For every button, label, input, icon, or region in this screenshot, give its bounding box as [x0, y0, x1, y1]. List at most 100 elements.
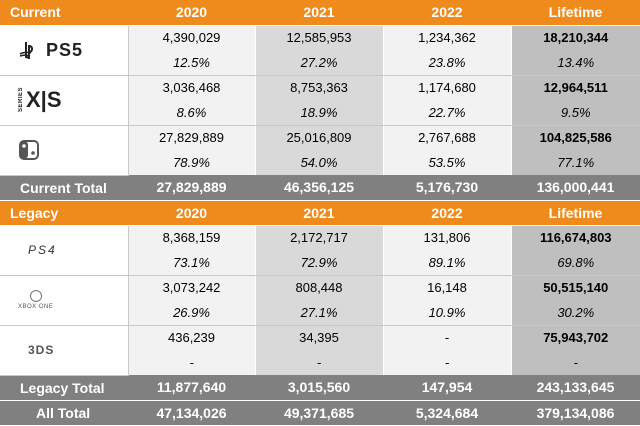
- 3ds-2022: -: [383, 325, 512, 350]
- 3ds-2021-pct: -: [255, 350, 384, 375]
- xbox-one-lifetime-pct: 30.2%: [511, 300, 640, 326]
- legacy-header-row: Legacy 2020 2021 2022 Lifetime: [0, 200, 640, 226]
- xbox-one-logo-text: XBOX ONE: [18, 304, 54, 310]
- xbox-one-2021-pct: 27.1%: [255, 300, 384, 326]
- all-total-label: All Total: [0, 400, 128, 426]
- legacy-header-2022: 2022: [383, 200, 511, 226]
- legacy-header-label: Legacy: [0, 200, 128, 226]
- current-total-lifetime: 136,000,441: [511, 175, 640, 201]
- xbox-one-2021: 808,448: [255, 275, 384, 300]
- ps5-2022: 1,234,362: [383, 25, 512, 50]
- switch-percent-row: 78.9% 54.0% 53.5% 77.1%: [0, 150, 640, 175]
- ps4-2020: 8,368,159: [128, 225, 256, 250]
- switch-logo-cell: [0, 125, 129, 176]
- switch-values-row: 27,829,889 25,016,809 2,767,688 104,825,…: [0, 125, 640, 176]
- ps4-2021: 2,172,717: [255, 225, 384, 250]
- ps5-values-row: PS5 4,390,029 12,585,953 1,234,362 18,21…: [0, 25, 640, 76]
- ps5-2022-pct: 23.8%: [383, 50, 512, 76]
- ps5-logo-text: PS5: [46, 39, 84, 60]
- all-total-lifetime: 379,134,086: [511, 400, 640, 426]
- switch-2022: 2,767,688: [383, 125, 512, 150]
- xbox-series-sub-label: SERIES: [18, 87, 24, 113]
- switch-2021-pct: 54.0%: [255, 150, 384, 175]
- xbox-series-2022: 1,174,680: [383, 75, 512, 100]
- ps4-lifetime: 116,674,803: [511, 225, 640, 250]
- xbox-sphere-icon: [29, 290, 42, 302]
- legacy-total-label: Legacy Total: [0, 375, 128, 401]
- ps5-lifetime-pct: 13.4%: [511, 50, 640, 76]
- xbox-one-logo-icon: XBOX ONE: [18, 290, 53, 310]
- xbox-series-2020: 3,036,468: [128, 75, 256, 100]
- xbox-one-percent-row: 26.9% 27.1% 10.9% 30.2%: [0, 300, 640, 326]
- 3ds-values-row: 3DS 436,239 34,395 - 75,943,702: [0, 325, 640, 376]
- header-2022: 2022: [383, 0, 511, 26]
- 3ds-logo-cell: 3DS: [0, 325, 129, 376]
- xbox-series-2020-pct: 8.6%: [128, 100, 256, 126]
- ps5-lifetime: 18,210,344: [511, 25, 640, 50]
- all-total-row: All Total 47,134,026 49,371,685 5,324,68…: [0, 400, 640, 426]
- legacy-header-2021: 2021: [255, 200, 383, 226]
- all-total-2020: 47,134,026: [128, 400, 255, 426]
- xbox-series-values-row: SERIES X|S 3,036,468 8,753,363 1,174,680…: [0, 75, 640, 126]
- playstation-logo-icon: PS5: [18, 40, 83, 61]
- ps5-2021: 12,585,953: [255, 25, 384, 50]
- switch-lifetime: 104,825,586: [511, 125, 640, 150]
- xbox-series-2022-pct: 22.7%: [383, 100, 512, 126]
- 3ds-lifetime-pct: -: [511, 350, 640, 375]
- current-header-label: Current: [0, 0, 128, 26]
- nintendo-switch-logo-icon: [19, 140, 39, 160]
- legacy-total-2020: 11,877,640: [128, 375, 255, 401]
- switch-2021: 25,016,809: [255, 125, 384, 150]
- switch-lifetime-pct: 77.1%: [511, 150, 640, 175]
- current-total-2022: 5,176,730: [383, 175, 511, 201]
- legacy-total-2022: 147,954: [383, 375, 511, 401]
- current-total-2021: 46,356,125: [255, 175, 383, 201]
- playstation-symbol-icon: [19, 42, 34, 59]
- legacy-header-lifetime: Lifetime: [511, 200, 640, 226]
- xbox-series-lifetime: 12,964,511: [511, 75, 640, 100]
- ps5-2021-pct: 27.2%: [255, 50, 384, 76]
- legacy-total-lifetime: 243,133,645: [511, 375, 640, 401]
- ps4-lifetime-pct: 69.8%: [511, 250, 640, 276]
- ps4-logo-icon: PS4: [28, 243, 57, 257]
- ps4-values-row: PS4 8,368,159 2,172,717 131,806 116,674,…: [0, 225, 640, 276]
- 3ds-percent-row: - - - -: [0, 350, 640, 375]
- ps5-percent-row: 12.5% 27.2% 23.8% 13.4%: [0, 50, 640, 76]
- 3ds-2020-pct: -: [128, 350, 256, 375]
- header-2020: 2020: [128, 0, 255, 26]
- legacy-total-2021: 3,015,560: [255, 375, 383, 401]
- ps4-2022: 131,806: [383, 225, 512, 250]
- header-2021: 2021: [255, 0, 383, 26]
- current-header-row: Current 2020 2021 2022 Lifetime: [0, 0, 640, 26]
- ps4-logo-cell: PS4: [0, 225, 129, 276]
- 3ds-logo-icon: 3DS: [28, 343, 55, 357]
- ps5-logo-cell: PS5: [0, 25, 129, 76]
- ps4-2021-pct: 72.9%: [255, 250, 384, 276]
- 3ds-lifetime: 75,943,702: [511, 325, 640, 350]
- xbox-one-2022-pct: 10.9%: [383, 300, 512, 326]
- ps4-percent-row: 73.1% 72.9% 89.1% 69.8%: [0, 250, 640, 276]
- xbox-series-2021-pct: 18.9%: [255, 100, 384, 126]
- legacy-header-2020: 2020: [128, 200, 255, 226]
- ps4-2022-pct: 89.1%: [383, 250, 512, 276]
- ps5-2020-pct: 12.5%: [128, 50, 256, 76]
- switch-2022-pct: 53.5%: [383, 150, 512, 175]
- legacy-total-row: Legacy Total 11,877,640 3,015,560 147,95…: [0, 375, 640, 401]
- xbox-one-2020-pct: 26.9%: [128, 300, 256, 326]
- xbox-series-logo-icon: SERIES X|S: [18, 87, 62, 113]
- xbox-series-logo-cell: SERIES X|S: [0, 75, 129, 126]
- all-total-2022: 5,324,684: [383, 400, 511, 426]
- xbox-one-logo-cell: XBOX ONE: [0, 275, 129, 326]
- ps5-2020: 4,390,029: [128, 25, 256, 50]
- xbox-one-2022: 16,148: [383, 275, 512, 300]
- 3ds-2021: 34,395: [255, 325, 384, 350]
- ps4-2020-pct: 73.1%: [128, 250, 256, 276]
- switch-2020-pct: 78.9%: [128, 150, 256, 175]
- all-total-2021: 49,371,685: [255, 400, 383, 426]
- current-total-row: Current Total 27,829,889 46,356,125 5,17…: [0, 175, 640, 201]
- xbox-one-2020: 3,073,242: [128, 275, 256, 300]
- current-total-label: Current Total: [0, 175, 128, 201]
- xbox-series-logo-text: X|S: [26, 87, 62, 112]
- xbox-series-2021: 8,753,363: [255, 75, 384, 100]
